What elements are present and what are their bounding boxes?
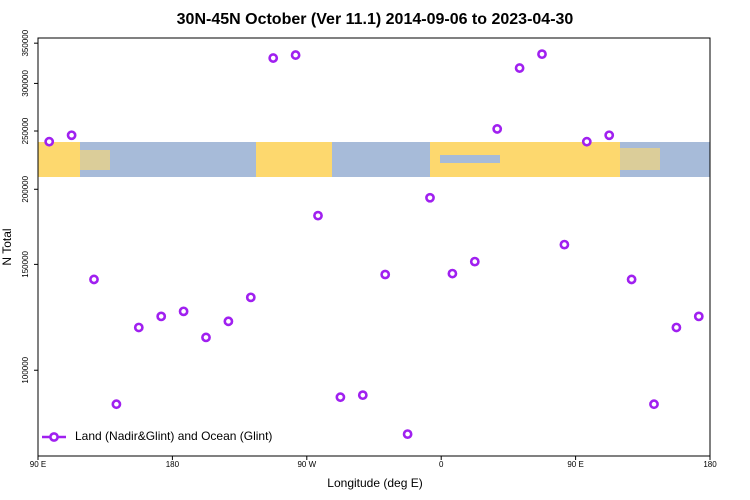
- x-tick-label: 180: [166, 460, 180, 469]
- y-tick-label: 350000: [21, 29, 30, 56]
- map-strip: [38, 142, 710, 177]
- point: [178, 306, 189, 317]
- point: [89, 274, 99, 285]
- x-tick-label: 90 E: [30, 460, 46, 469]
- legend-label: Land (Nadir&Glint) and Ocean (Glint): [75, 429, 272, 443]
- point: [245, 292, 256, 303]
- point: [581, 136, 592, 147]
- point: [671, 322, 682, 333]
- point: [335, 392, 346, 403]
- point: [469, 256, 480, 267]
- legend-item: Land (Nadir&Glint) and Ocean (Glint): [42, 429, 272, 443]
- point: [156, 311, 167, 322]
- chart-title: 30N-45N October (Ver 11.1) 2014-09-06 to…: [177, 11, 574, 28]
- point: [313, 210, 323, 221]
- point: [604, 130, 615, 141]
- point: [649, 399, 659, 410]
- x-axis-label: Longitude (deg E): [327, 476, 422, 490]
- point: [559, 239, 570, 250]
- legend-marker: [49, 432, 59, 442]
- point: [402, 429, 413, 440]
- y-tick-label: 100000: [21, 356, 30, 383]
- point: [447, 268, 458, 279]
- point: [537, 49, 547, 60]
- y-tick-label: 300000: [21, 70, 30, 97]
- point: [268, 53, 279, 63]
- x-tick-label: 0: [439, 460, 444, 469]
- point: [111, 399, 122, 410]
- point: [66, 130, 77, 141]
- point: [425, 192, 435, 203]
- point: [223, 316, 234, 327]
- point: [357, 390, 368, 401]
- y-tick-label: 150000: [21, 250, 30, 277]
- point: [290, 50, 301, 60]
- point: [201, 332, 211, 343]
- point: [380, 269, 391, 280]
- point: [626, 274, 637, 285]
- x-tick-label: 180: [703, 460, 717, 469]
- point: [492, 124, 503, 134]
- x-tick-label: 90 E: [567, 460, 583, 469]
- y-tick-label: 200000: [21, 175, 30, 202]
- point: [133, 322, 144, 333]
- plot-frame: [37, 37, 711, 457]
- y-axis-label: N Total: [0, 228, 14, 265]
- x-tick-label: 90 W: [297, 460, 316, 469]
- point: [514, 63, 525, 73]
- point: [693, 311, 704, 322]
- point: [44, 136, 55, 147]
- y-tick-label: 250000: [21, 117, 30, 144]
